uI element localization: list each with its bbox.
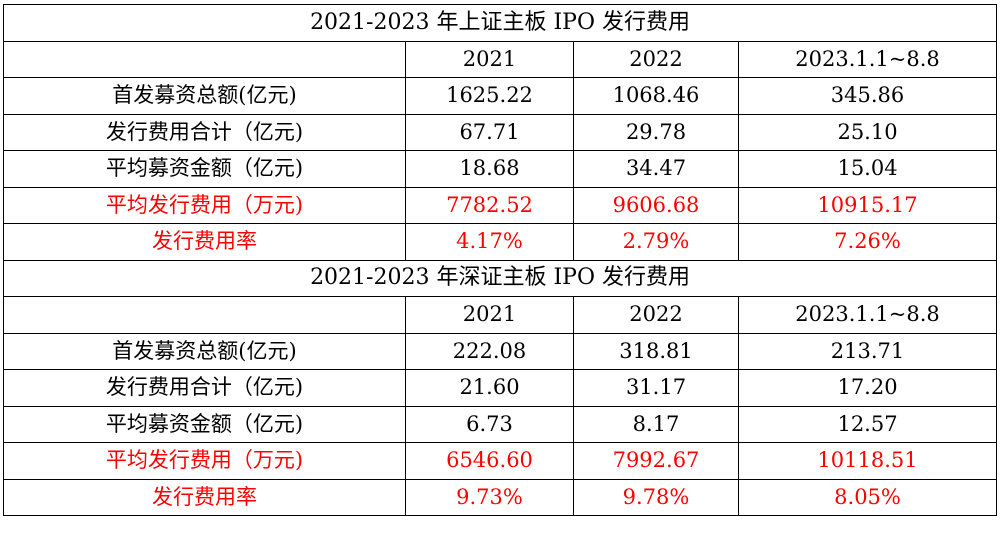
row-value: 2.79% <box>573 223 739 261</box>
header-cell: 2022 <box>573 296 739 334</box>
row-value: 12.57 <box>737 405 998 443</box>
header-cell: 2021 <box>405 296 574 334</box>
table-row: 首发募资总额(亿元) 1625.22 1068.46 345.86 <box>3 77 998 115</box>
row-label: 发行费用合计（亿元) <box>3 369 406 407</box>
row-value: 31.17 <box>573 369 739 407</box>
highlighted-row: 发行费用率 9.73% 9.78% 8.05% <box>3 478 998 516</box>
table-row: 平均募资金额（亿元) 18.68 34.47 15.04 <box>3 150 998 188</box>
row-value: 222.08 <box>405 332 574 370</box>
row-value: 6546.60 <box>405 442 574 480</box>
header-row: 2021 2022 2023.1.1~8.8 <box>3 40 998 78</box>
row-value: 318.81 <box>573 332 739 370</box>
row-value: 21.60 <box>405 369 574 407</box>
table-row: 发行费用合计（亿元) 21.60 31.17 17.20 <box>3 369 998 407</box>
row-label: 发行费用率 <box>3 223 406 261</box>
row-value: 7.26% <box>737 223 998 261</box>
section-title: 2021-2023 年深证主板 IPO 发行费用 <box>2 259 998 297</box>
row-value: 17.20 <box>737 369 998 407</box>
highlighted-row: 平均发行费用（万元) 6546.60 7992.67 10118.51 <box>3 442 998 480</box>
row-value: 25.10 <box>737 113 998 151</box>
header-cell: 2023.1.1~8.8 <box>737 296 998 334</box>
row-label: 平均募资金额（亿元) <box>3 150 406 188</box>
row-value: 345.86 <box>737 77 998 115</box>
row-value: 9606.68 <box>573 186 739 224</box>
row-value: 15.04 <box>737 150 998 188</box>
header-cell: 2021 <box>405 40 574 78</box>
section-title-row: 2021-2023 年上证主板 IPO 发行费用 <box>2 4 998 42</box>
row-value: 29.78 <box>573 113 739 151</box>
row-value: 8.05% <box>737 478 998 516</box>
highlighted-row: 平均发行费用（万元) 7782.52 9606.68 10915.17 <box>3 186 998 224</box>
row-value: 9.78% <box>573 478 739 516</box>
row-label: 平均发行费用（万元) <box>3 442 406 480</box>
row-value: 18.68 <box>405 150 574 188</box>
row-value: 10915.17 <box>737 186 998 224</box>
row-value: 9.73% <box>405 478 574 516</box>
section-title: 2021-2023 年上证主板 IPO 发行费用 <box>2 4 998 42</box>
header-cell <box>3 296 406 334</box>
table-row: 首发募资总额(亿元) 222.08 318.81 213.71 <box>3 332 998 370</box>
row-label: 平均募资金额（亿元) <box>3 405 406 443</box>
row-value: 34.47 <box>573 150 739 188</box>
row-label: 发行费用合计（亿元) <box>3 113 406 151</box>
row-label: 发行费用率 <box>3 478 406 516</box>
row-value: 1625.22 <box>405 77 574 115</box>
row-value: 6.73 <box>405 405 574 443</box>
table-row: 平均募资金额（亿元) 6.73 8.17 12.57 <box>3 405 998 443</box>
row-value: 213.71 <box>737 332 998 370</box>
row-value: 67.71 <box>405 113 574 151</box>
ipo-fee-table: 2021-2023 年上证主板 IPO 发行费用 2021 2022 2023.… <box>2 4 998 516</box>
row-label: 平均发行费用（万元) <box>3 186 406 224</box>
row-value: 1068.46 <box>573 77 739 115</box>
header-cell: 2023.1.1~8.8 <box>737 40 998 78</box>
row-value: 10118.51 <box>737 442 998 480</box>
header-row: 2021 2022 2023.1.1~8.8 <box>3 296 998 334</box>
row-label: 首发募资总额(亿元) <box>3 332 406 370</box>
highlighted-row: 发行费用率 4.17% 2.79% 7.26% <box>3 223 998 261</box>
header-cell: 2022 <box>573 40 739 78</box>
row-label: 首发募资总额(亿元) <box>3 77 406 115</box>
row-value: 8.17 <box>573 405 739 443</box>
row-value: 7782.52 <box>405 186 574 224</box>
table-row: 发行费用合计（亿元) 67.71 29.78 25.10 <box>3 113 998 151</box>
row-value: 4.17% <box>405 223 574 261</box>
section-title-row: 2021-2023 年深证主板 IPO 发行费用 <box>2 259 998 297</box>
header-cell <box>3 40 406 78</box>
row-value: 7992.67 <box>573 442 739 480</box>
